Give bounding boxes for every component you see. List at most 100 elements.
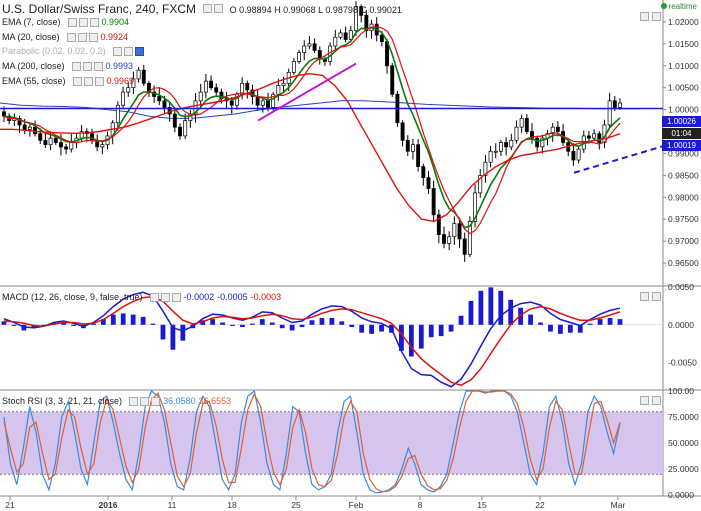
macd-histogram-bar [488,287,494,325]
ma20-remove-button[interactable] [88,32,98,42]
ema55-line [0,72,621,223]
macd-histogram-bar [528,314,533,325]
x-tick-label: Feb [349,500,364,510]
candle-body [519,118,524,128]
ema7-settings-button[interactable] [78,17,88,27]
candle-body [69,142,74,150]
candle-body [592,133,597,139]
stoch-y-tick-label: 100.00 [668,386,694,396]
macd-histogram-bar [408,324,414,357]
second-price-tag: 1.00019 [662,140,701,151]
macd-signal-value: -0.0005 [217,292,248,302]
macd-histogram-bar [587,323,593,325]
ema7-remove-button[interactable] [89,17,99,27]
ema7-hide-button[interactable] [67,17,77,27]
stoch-y-tick-label: 0.0000 [668,490,694,500]
legend-ema7[interactable]: EMA (7, close) 0.9904 [2,17,129,27]
macd-pane-buttons [640,292,661,304]
candle-body [121,91,126,106]
candle-body [405,139,410,152]
macd-legend[interactable]: MACD (12, 26, close, 9, false, true) -0.… [2,292,281,302]
macd-settings-button[interactable] [160,292,170,302]
chart-header: U.S. Dollar/Swiss Franc, 240, FXCM O 0.9… [2,2,402,16]
macd-histogram-bar [240,324,245,328]
candle-body [431,188,436,216]
hide-button[interactable] [202,4,212,13]
legend-parabolic-label: Parabolic (0.02, 0.02, 0.2) [2,46,106,56]
legend-ma20[interactable]: MA (20, close) 0.9924 [2,32,128,42]
candle-body [141,69,146,84]
candle-body [157,96,162,102]
macd-histogram-bar [31,324,37,329]
macd-histogram-bar [567,324,573,333]
x-tick-label: 2016 [99,500,118,510]
ma20-hide-button[interactable] [66,32,76,42]
macd-hide-button[interactable] [149,292,159,302]
macd-histogram-bar [438,324,444,337]
x-tick-label: 18 [227,500,237,510]
realtime-dot-icon [660,3,667,9]
stoch-band [0,411,663,475]
stoch-settings-button[interactable] [140,396,150,406]
legend-ma200-value: 0.9993 [105,61,134,71]
minimize-pane-button[interactable] [640,12,650,21]
candle-time-tag: 01:04 [662,128,701,139]
settings-button[interactable] [213,4,223,13]
macd-histogram-bar [170,324,176,350]
macd-histogram-bar [607,317,613,325]
ma200-hide-button[interactable] [71,61,81,71]
parabolic-settings-button[interactable] [123,46,133,56]
stoch-label: Stoch RSI (3, 3, 21, 21, close) [2,396,123,406]
ema55-hide-button[interactable] [72,76,82,86]
parabolic-hide-button[interactable] [112,46,122,56]
stoch-y-tick-label: 25.0000 [668,464,699,474]
legend-parabolic[interactable]: Parabolic (0.02, 0.02, 0.2) [2,46,144,56]
x-tick-label: 22 [535,500,545,510]
stoch-maximize-button[interactable] [652,396,661,405]
legend-ema55[interactable]: EMA (55, close) 0.9969 [2,76,134,86]
candle-body [2,111,6,117]
candle-body [618,102,622,108]
macd-histogram-bar [369,324,375,334]
symbol-title: U.S. Dollar/Swiss Franc, 240, FXCM [2,2,197,16]
stoch-d-line [3,390,621,493]
candle-body [416,144,421,167]
ma200-remove-button[interactable] [93,61,103,71]
y-tick-label: 0.97500 [668,214,699,224]
macd-histogram-bar [100,319,106,325]
stoch-remove-button[interactable] [151,396,161,406]
ma200-settings-button[interactable] [82,61,92,71]
ma20-settings-button[interactable] [77,32,87,42]
legend-ema55-value: 0.9969 [106,76,135,86]
macd-signal-line [3,296,621,387]
candle-body [467,221,472,255]
ema55-remove-button[interactable] [94,76,104,86]
stoch-legend[interactable]: Stoch RSI (3, 3, 21, 21, close) 36.0580 … [2,396,231,406]
macd-maximize-button[interactable] [652,292,661,301]
macd-y-tick-label: 0.0000 [668,320,694,330]
macd-up-button[interactable] [640,292,650,301]
y-tick-label: 1.00000 [668,105,699,115]
candle-body [498,142,503,152]
stoch-y-tick-label: 50.0000 [668,438,699,448]
candle-body [260,100,265,106]
y-tick-label: 0.98500 [668,170,699,180]
x-tick-label: Mar [611,500,626,510]
top-right-buttons [640,12,661,24]
macd-histogram-bar [329,317,335,325]
candle-body [162,100,167,108]
macd-histogram-bar [289,324,295,331]
parabolic-visibility-button[interactable] [134,46,144,56]
ema55-settings-button[interactable] [83,76,93,86]
maximize-pane-button[interactable] [652,12,661,21]
legend-ma200[interactable]: MA (200, close) 0.9993 [2,61,133,71]
stoch-up-button[interactable] [640,396,650,405]
candle-body [426,177,431,189]
macd-histogram-bar [399,324,404,351]
macd-remove-button[interactable] [171,292,181,302]
stoch-hide-button[interactable] [129,396,139,406]
candle-body [555,126,560,132]
candle-body [509,139,514,148]
candle-body [473,192,478,222]
